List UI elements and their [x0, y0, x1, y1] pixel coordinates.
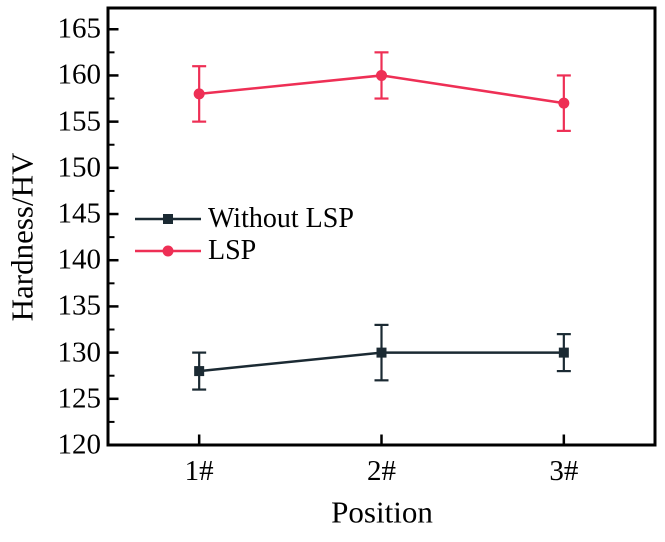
- series-lsp: [192, 51, 571, 132]
- legend-item-lsp: LSP: [135, 235, 354, 267]
- legend-item-without-lsp: Without LSP: [135, 203, 354, 235]
- circle-marker: [193, 88, 205, 100]
- y-tick-label: 165: [57, 12, 102, 45]
- legend: Without LSP LSP: [135, 203, 354, 267]
- legend-swatch-circle-icon: [135, 245, 201, 257]
- plot-border: [106, 6, 657, 447]
- y-tick-label: 150: [57, 151, 102, 184]
- legend-label: LSP: [208, 235, 257, 266]
- y-tick-label: 140: [57, 243, 102, 276]
- legend-circle-marker: [162, 245, 174, 257]
- y-tick-label: 135: [57, 289, 102, 322]
- series-without-lsp: [192, 323, 571, 391]
- square-marker: [558, 347, 569, 358]
- y-tick-label: 145: [57, 197, 102, 230]
- square-marker: [376, 347, 387, 358]
- circle-marker: [558, 97, 570, 109]
- y-tick-label: 160: [57, 58, 102, 91]
- y-tick-label: 130: [57, 336, 102, 369]
- y-tick-label: 155: [57, 105, 102, 138]
- x-axis-title: Position: [331, 494, 433, 530]
- x-tick-label: 1#: [184, 455, 214, 487]
- x-tick-label: 2#: [367, 455, 396, 487]
- square-marker: [194, 366, 205, 377]
- circle-marker: [376, 69, 387, 81]
- legend-square-marker: [163, 214, 173, 224]
- y-axis-title: Hardness/HV: [4, 152, 40, 322]
- y-tick-label: 125: [57, 382, 102, 415]
- legend-swatch-square-icon: [135, 214, 201, 224]
- y-tick-label: 120: [57, 428, 102, 461]
- x-tick-label: 3#: [549, 455, 579, 487]
- legend-label: Without LSP: [208, 203, 354, 234]
